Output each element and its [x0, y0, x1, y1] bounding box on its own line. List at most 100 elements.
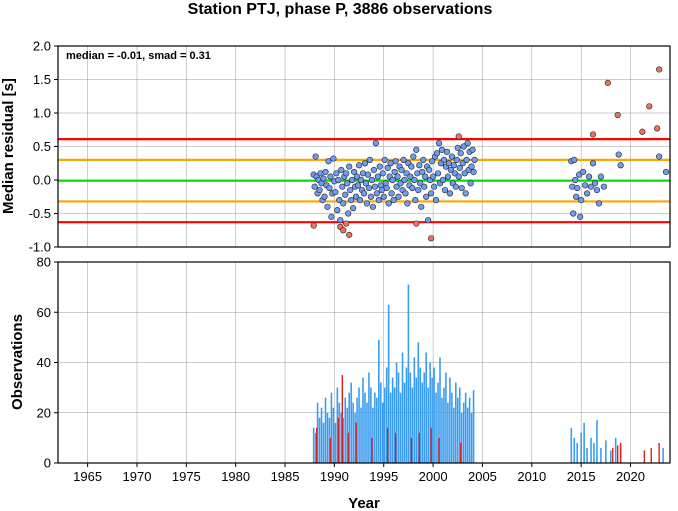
residual-point	[457, 150, 464, 157]
residual-point	[404, 200, 411, 207]
residual-point	[348, 197, 355, 204]
residual-point	[337, 217, 344, 224]
residual-point	[410, 153, 417, 160]
residual-point	[390, 197, 397, 204]
outlier-point	[656, 66, 663, 73]
residual-point	[461, 170, 468, 177]
residual-point	[408, 163, 415, 170]
x-tick-label: 2005	[468, 469, 497, 484]
residual-point	[338, 166, 345, 174]
residual-point	[367, 193, 375, 200]
observations-y-axis-label: Observations	[9, 314, 26, 410]
residual-point	[570, 210, 577, 217]
residual-point	[370, 166, 377, 174]
residual-point	[380, 193, 387, 200]
residual-point	[403, 170, 410, 177]
residual-point	[400, 156, 407, 163]
residual-point	[344, 180, 351, 187]
residual-point	[580, 168, 587, 176]
residual-point	[662, 168, 670, 176]
y-tick-label: 1.0	[33, 106, 51, 121]
outlier-point	[589, 131, 597, 138]
residual-point	[312, 153, 319, 160]
y-tick-label: 40	[37, 355, 51, 370]
outlier-point	[654, 125, 661, 132]
residual-point	[389, 176, 396, 184]
residual-point	[585, 173, 593, 180]
residual-point	[429, 173, 437, 180]
observations-bars	[312, 284, 664, 463]
residual-point	[325, 158, 332, 165]
residual-point	[394, 173, 401, 180]
residual-point	[346, 163, 353, 170]
outlier-point	[310, 222, 317, 229]
residual-point	[573, 193, 580, 200]
residual-point	[398, 166, 405, 174]
residual-point	[334, 207, 341, 214]
residual-point	[362, 180, 370, 187]
y-tick-label: 0.5	[33, 139, 51, 154]
residual-point	[376, 163, 383, 170]
outlier-point	[646, 103, 653, 110]
residual-point	[381, 156, 388, 163]
residual-point	[583, 190, 591, 197]
residual-point	[311, 183, 318, 190]
residual-point	[368, 176, 375, 184]
residual-point	[354, 182, 362, 189]
residual-point	[593, 186, 601, 194]
y-tick-label: 1.5	[33, 72, 51, 87]
residual-point	[458, 184, 465, 192]
observations-panel: 0 20 40 60 80 1965 1970 1975 1980 1985 1990 1995 20…	[9, 255, 671, 511]
residual-point	[589, 160, 597, 167]
x-tick-label: 2010	[517, 469, 546, 484]
y-tick-label: 0.0	[33, 173, 51, 188]
residual-point	[327, 173, 334, 180]
residual-point	[443, 148, 451, 155]
residual-point	[451, 170, 458, 177]
residual-y-axis-label: Median residual [s]	[0, 78, 17, 214]
residual-point	[450, 162, 457, 169]
outlier-point	[413, 220, 420, 227]
outlier-point	[455, 133, 462, 140]
residual-point	[591, 180, 599, 187]
residual-point	[572, 176, 579, 184]
residual-point	[433, 150, 441, 157]
residual-point	[453, 156, 460, 163]
residual-point	[446, 190, 453, 197]
residual-point	[454, 144, 461, 151]
residual-point	[444, 173, 452, 180]
outlier-point	[639, 128, 646, 135]
residual-point	[617, 162, 624, 169]
outlier-point	[343, 220, 350, 227]
residual-point	[412, 197, 419, 204]
residual-point	[459, 160, 466, 167]
residual-point	[448, 153, 455, 160]
residual-point	[402, 190, 409, 197]
residual-point	[397, 180, 404, 187]
residual-point	[391, 168, 398, 176]
residual-point	[409, 184, 416, 192]
residual-point	[463, 156, 470, 163]
residual-point	[577, 213, 584, 220]
residual-point	[385, 200, 392, 207]
outlier-point	[604, 79, 611, 86]
residual-point	[365, 184, 373, 192]
residual-point	[600, 183, 607, 190]
residual-point	[335, 176, 342, 184]
x-tick-label: 1995	[369, 469, 398, 484]
outlier-point	[428, 235, 435, 242]
residual-point	[571, 156, 578, 163]
residual-point	[401, 176, 408, 184]
residual-point	[392, 158, 399, 165]
y-tick-label: -0.5	[29, 206, 51, 221]
residual-point	[656, 153, 663, 160]
residual-point	[452, 183, 459, 190]
x-tick-label: 1985	[271, 469, 300, 484]
residual-point	[321, 193, 328, 200]
residual-point	[388, 190, 395, 197]
x-tick-label: 2015	[567, 469, 596, 484]
residual-point	[340, 200, 347, 207]
y-tick-label: 60	[37, 305, 51, 320]
residual-point	[415, 186, 422, 194]
residual-point	[471, 156, 478, 163]
